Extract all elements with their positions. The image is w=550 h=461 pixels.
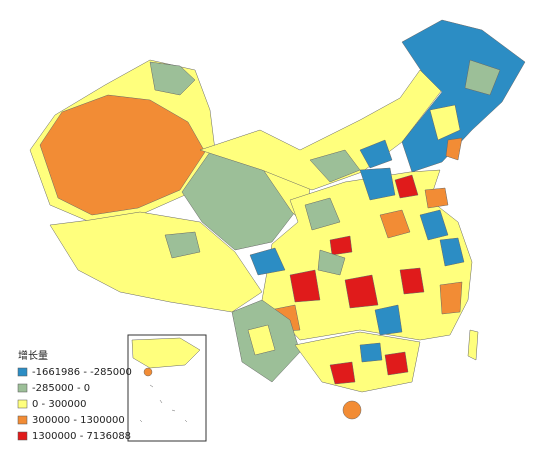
legend-swatch — [17, 367, 28, 377]
region — [424, 187, 449, 209]
legend-swatch — [17, 431, 28, 441]
region — [317, 249, 346, 276]
legend-label: -1661986 - -285000 — [32, 367, 132, 378]
region — [143, 367, 153, 377]
region — [247, 324, 276, 356]
region — [294, 331, 421, 393]
region — [164, 231, 201, 259]
region — [445, 137, 463, 161]
regions — [29, 19, 526, 420]
region — [329, 235, 353, 256]
region — [374, 304, 403, 336]
region — [439, 237, 465, 267]
region — [39, 94, 206, 216]
region — [249, 247, 286, 276]
region — [429, 104, 461, 141]
legend-title: 增长量 — [18, 349, 48, 362]
region — [379, 209, 411, 239]
legend: 增长量 -1661986 - -285000 -285000 - 0 0 - 300… — [17, 349, 132, 442]
region — [419, 209, 449, 241]
legend-label: -285000 - 0 — [32, 383, 90, 394]
legend-swatch — [17, 399, 28, 409]
region — [394, 174, 419, 199]
region — [149, 61, 196, 96]
region — [289, 269, 321, 303]
region — [342, 400, 362, 420]
legend-swatch — [17, 415, 28, 425]
region — [49, 211, 263, 313]
region — [131, 337, 201, 369]
inset — [127, 334, 207, 442]
region — [359, 167, 396, 201]
region — [359, 342, 383, 363]
region — [359, 139, 393, 169]
region — [329, 361, 356, 385]
region — [304, 197, 341, 231]
legend-label: 1300000 - 7136088 — [32, 431, 131, 442]
region — [344, 274, 379, 309]
legend-label: 0 - 300000 — [32, 399, 87, 410]
region — [384, 351, 409, 376]
region — [399, 267, 425, 295]
legend-swatch — [17, 383, 28, 393]
legend-label: 300000 - 1300000 — [32, 415, 125, 426]
region — [464, 59, 501, 96]
islands — [139, 384, 188, 423]
region — [467, 329, 479, 361]
region — [439, 281, 463, 315]
